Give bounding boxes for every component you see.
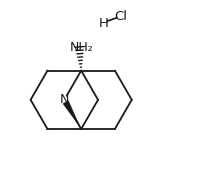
Polygon shape bbox=[63, 101, 80, 127]
Text: N: N bbox=[59, 93, 69, 106]
Text: H: H bbox=[98, 17, 108, 30]
Text: Cl: Cl bbox=[114, 10, 127, 23]
Text: NH₂: NH₂ bbox=[69, 41, 93, 54]
